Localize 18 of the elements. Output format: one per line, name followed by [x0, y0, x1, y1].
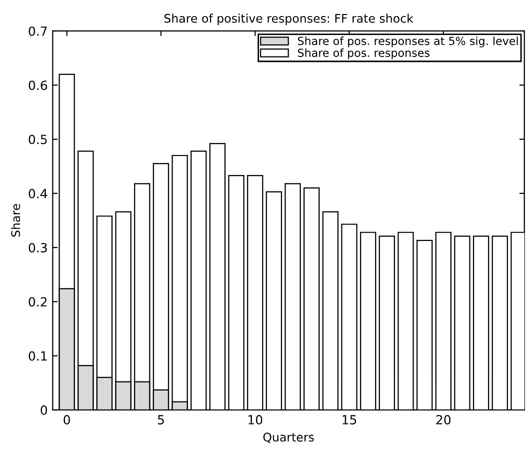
- x-tick-label: 5: [158, 415, 164, 424]
- x-tick-label: 0: [64, 415, 70, 424]
- legend-label: Share of pos. responses at 5% sig. level: [298, 36, 518, 48]
- y-axis-title: Share: [10, 204, 20, 237]
- y-tick-label: 0.4: [28, 188, 48, 198]
- y-tick-label: 0.7: [28, 26, 47, 36]
- legend-label: Share of pos. responses: [298, 48, 430, 60]
- y-tick-label: 0.2: [28, 297, 47, 307]
- x-tick-label: 15: [342, 415, 356, 424]
- y-tick-label: 0.6: [28, 80, 48, 90]
- y-tick-label: 0: [40, 405, 48, 415]
- x-tick-label: 10: [248, 415, 262, 424]
- x-axis-title: Quarters: [263, 432, 314, 443]
- y-tick-label: 0.1: [28, 351, 47, 361]
- chart-title: Share of positive responses: FF rate shock: [164, 14, 414, 26]
- y-tick-label: 0.5: [28, 134, 47, 144]
- x-tick-label: 20: [436, 415, 451, 424]
- y-tick-label: 0.3: [28, 243, 47, 252]
